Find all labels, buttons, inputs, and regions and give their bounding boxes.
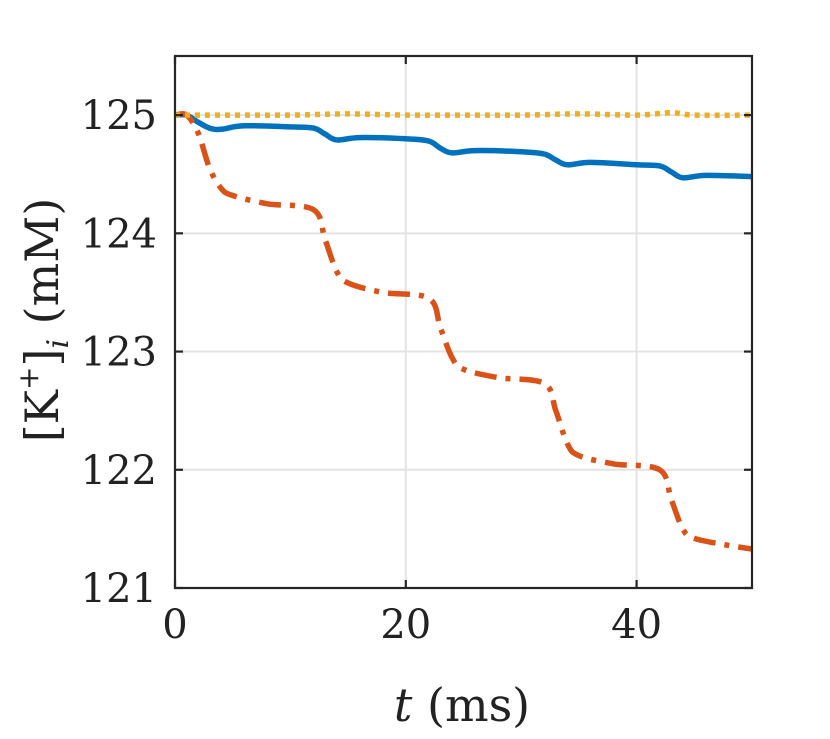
series-group <box>174 109 753 552</box>
y-tick-label: 122 <box>81 448 157 494</box>
x-tick-label: 40 <box>611 602 662 648</box>
x-tick-label: 0 <box>162 602 187 648</box>
y-tick-label: 124 <box>81 211 157 257</box>
y-tick-label: 121 <box>81 566 157 612</box>
axes-box <box>173 54 754 590</box>
series-line-dotted <box>175 109 753 119</box>
series-line-dashdot <box>174 111 753 552</box>
ticks: 0 20 40 121 122 123 124 125 <box>81 56 752 648</box>
y-axis-label: [K+]i (mM) <box>12 198 76 443</box>
y-tick-label: 125 <box>81 93 157 139</box>
series-line-solid <box>174 111 753 181</box>
y-tick-label: 123 <box>81 330 157 376</box>
x-axis-label: t (ms) <box>394 678 530 732</box>
x-tick-label: 20 <box>380 602 431 648</box>
